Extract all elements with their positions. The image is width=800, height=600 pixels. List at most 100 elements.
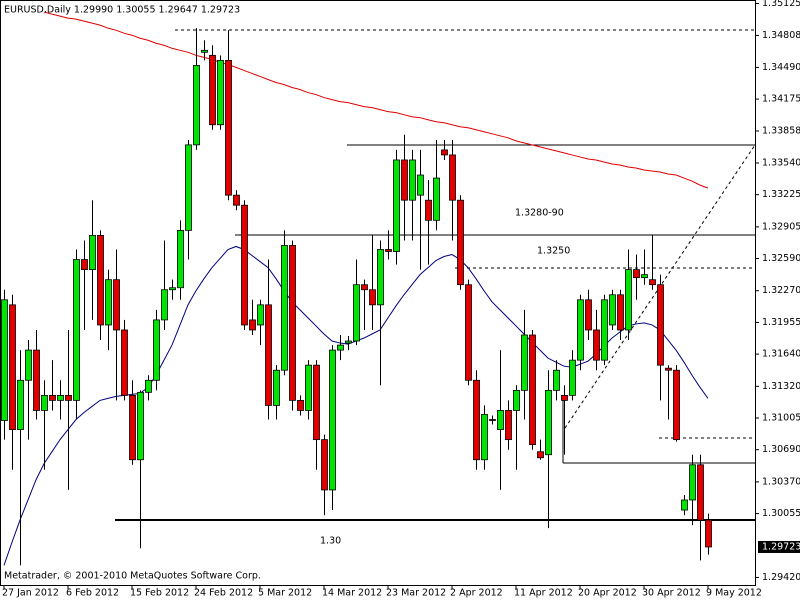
candle-body: [513, 389, 520, 411]
candle-body: [457, 199, 464, 286]
y-tick-label: 1.34490: [762, 62, 800, 73]
candle-body: [369, 289, 376, 306]
candle-body: [593, 329, 600, 361]
y-tick-label: 1.30055: [762, 508, 800, 519]
x-tick-label: 9 May 2012: [706, 588, 762, 599]
candle-body: [49, 394, 56, 401]
candle-body: [257, 304, 264, 326]
candle-body: [585, 299, 592, 331]
candle-body: [281, 245, 288, 371]
annotation: 1.3280-90: [515, 208, 564, 219]
candle-body: [241, 204, 248, 326]
x-tick-label: 15 Feb 2012: [130, 588, 189, 599]
candle-body: [609, 294, 616, 326]
x-tick-label: 6 Feb 2012: [66, 588, 119, 599]
price-label: 1.29723: [762, 541, 800, 552]
candle-body: [161, 289, 168, 321]
candle-body: [121, 329, 128, 396]
candle-body: [425, 199, 432, 221]
candle-body: [129, 394, 136, 461]
candle-body: [665, 367, 672, 371]
candle-body: [473, 379, 480, 461]
candle-body: [297, 399, 304, 411]
candle-body: [145, 379, 152, 393]
y-tick-label: 1.33858: [762, 125, 800, 136]
candle-body: [337, 344, 344, 351]
candle-body: [649, 279, 656, 286]
candle-body: [313, 364, 320, 441]
candle-body: [105, 279, 112, 326]
candle-body: [225, 59, 232, 196]
candle-body: [329, 349, 336, 491]
candle-body: [209, 54, 216, 126]
candle-body: [433, 177, 440, 221]
plot-frame: [0, 0, 756, 586]
copyright: Metatrader, © 2001-2010 MetaQuotes Softw…: [4, 571, 261, 582]
candle-body: [545, 389, 552, 456]
candle-body: [177, 229, 184, 289]
candle-body: [505, 410, 512, 441]
candle-body: [33, 349, 40, 411]
candle-body: [441, 149, 448, 156]
annotation: 1.30: [320, 536, 341, 547]
candle-body: [673, 369, 680, 441]
y-tick-label: 1.31320: [762, 381, 800, 392]
candle-body: [529, 334, 536, 446]
candle-body: [249, 319, 256, 331]
candle-body: [353, 284, 360, 342]
y-tick-label: 1.31955: [762, 317, 800, 328]
candle-body: [417, 174, 424, 196]
candle-body: [153, 319, 160, 381]
y-tick-label: 1.34175: [762, 94, 800, 105]
y-tick-label: 1.30370: [762, 476, 800, 487]
candle-body: [73, 259, 80, 401]
candle-body: [561, 394, 568, 401]
candle-body: [625, 269, 632, 331]
candle-body: [409, 159, 416, 201]
price-label-box: [758, 540, 800, 553]
candle-body: [361, 284, 368, 291]
y-tick-label: 1.34808: [762, 30, 800, 41]
chart-title: EURUSD,Daily 1.29990 1.30055 1.29647 1.2…: [4, 5, 240, 16]
candle-body: [481, 414, 488, 461]
candle-body: [393, 159, 400, 252]
candle-body: [41, 394, 48, 411]
x-tick-label: 11 Apr 2012: [514, 588, 573, 599]
x-tick-label: 20 Apr 2012: [578, 588, 637, 599]
candle-body: [569, 359, 576, 396]
y-tick-label: 1.32590: [762, 253, 800, 264]
y-tick-label: 1.32905: [762, 221, 800, 232]
candle-body: [169, 287, 176, 291]
x-tick-label: 5 Mar 2012: [258, 588, 312, 599]
candle-body: [449, 154, 456, 201]
x-tick-label: 14 Mar 2012: [322, 588, 382, 599]
candle-body: [81, 259, 88, 271]
candle-body: [321, 439, 328, 491]
candle-body: [377, 249, 384, 306]
y-tick-label: 1.30690: [762, 444, 800, 455]
y-tick-label: 1.29420: [762, 572, 800, 583]
candle-body: [497, 410, 504, 430]
candle-body: [273, 369, 280, 406]
candle-body: [465, 284, 472, 381]
x-tick-label: 24 Feb 2012: [194, 588, 253, 599]
candle-body: [553, 369, 560, 391]
candle-body: [705, 519, 712, 548]
y-tick-label: 1.35125: [762, 0, 800, 9]
candle-body: [641, 274, 648, 279]
x-tick-label: 2 Apr 2012: [450, 588, 503, 599]
candle-body: [65, 394, 72, 401]
candle-body: [265, 304, 272, 406]
candle-body: [1, 299, 8, 421]
candle-body: [633, 269, 640, 279]
candle-body: [113, 279, 120, 331]
y-tick-label: 1.32270: [762, 285, 800, 296]
candle-body: [617, 294, 624, 331]
candle-body: [657, 284, 664, 366]
y-tick-label: 1.33225: [762, 189, 800, 200]
candle-body: [697, 464, 704, 521]
candle-body: [345, 340, 352, 344]
candle-body: [97, 235, 104, 326]
